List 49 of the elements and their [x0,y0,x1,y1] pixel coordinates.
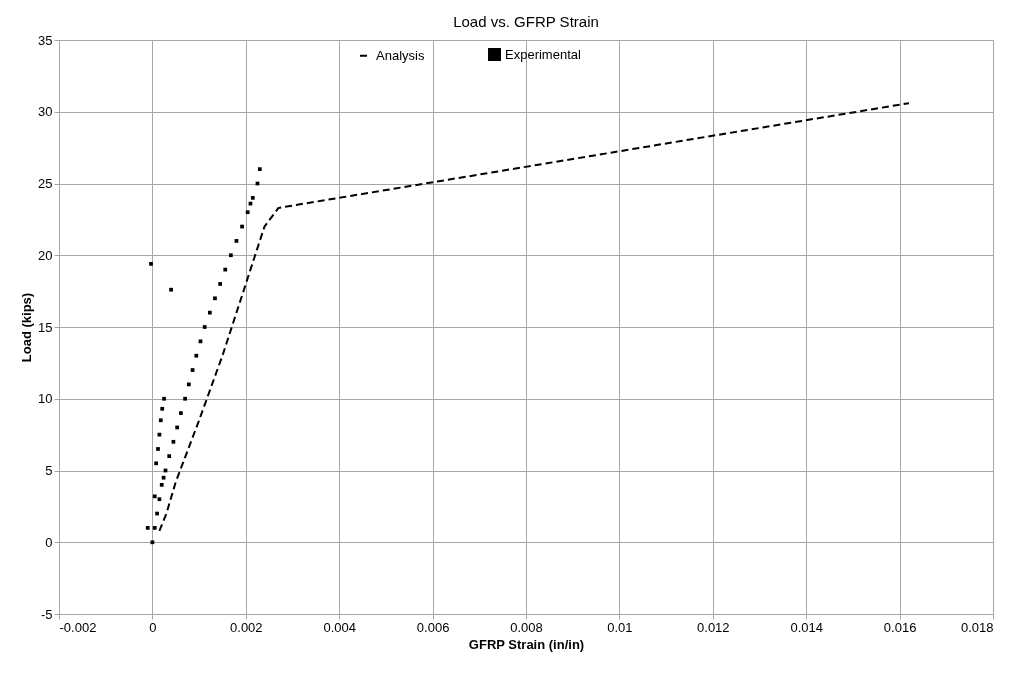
point [179,411,183,415]
x-tick-label: 0 [149,619,157,635]
x-tick-label: 0.012 [697,619,730,635]
chart-title: Load vs. GFRP Strain [453,13,599,30]
x-tick-label: 0.01 [607,619,633,635]
line-series [158,102,910,532]
y-tick-label: -5 [40,606,53,622]
y-tick-label: 30 [38,104,53,120]
point [194,353,199,358]
y-axis-title: Load (kips) [19,292,35,363]
point [162,396,166,401]
point [202,325,207,329]
point [183,396,187,401]
point [154,461,159,466]
point [159,482,164,487]
x-axis-title: GFRP Strain (in/in) [468,636,585,652]
y-tick-label: 25 [38,176,53,191]
legend-label: Experimental [505,46,581,62]
x-tick-label: 0.016 [883,619,917,635]
point [257,167,262,172]
point [167,454,172,459]
y-tick-label: 10 [38,391,53,407]
point [250,195,255,200]
y-tick-label: 0 [45,534,53,550]
point [213,296,217,301]
point [160,406,165,411]
point [152,526,157,530]
x-tick-label: 0.002 [230,619,263,635]
y-tick-label: 15 [38,319,53,335]
point [245,210,250,215]
point [207,310,212,315]
point [145,526,150,530]
y-tick-label: 35 [38,32,53,48]
x-tick-label: 0.006 [416,619,450,635]
x-tick-label: -0.002 [59,619,97,635]
point [156,447,160,451]
x-tick-label: 0.014 [790,619,823,635]
y-tick-label: 20 [38,247,53,263]
x-tick-label: 0.004 [323,619,356,635]
point [169,287,173,292]
legend-label: Analysis [376,47,425,63]
x-tick-label: 0.018 [960,619,994,635]
point [152,494,157,499]
point [158,418,163,423]
y-tick-label: 5 [45,463,53,478]
x-tick-label: 0.008 [510,619,543,635]
point [228,253,233,258]
point [149,261,153,266]
point [218,282,222,286]
